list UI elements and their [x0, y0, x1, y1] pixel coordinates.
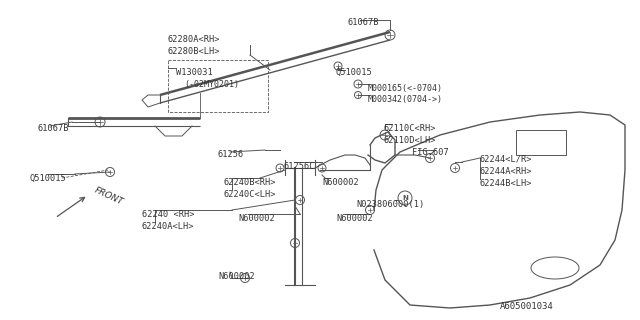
Text: 62244B<LH>: 62244B<LH> [480, 179, 532, 188]
Text: Q510015: Q510015 [30, 174, 67, 183]
Text: FIG.607: FIG.607 [412, 148, 449, 157]
Text: N600002: N600002 [322, 178, 359, 187]
Text: 62240B<RH>: 62240B<RH> [224, 178, 276, 187]
Text: 62244A<RH>: 62244A<RH> [480, 167, 532, 176]
Text: N: N [402, 195, 408, 201]
Text: 62240 <RH>: 62240 <RH> [142, 210, 195, 219]
Text: M000165(<-0704): M000165(<-0704) [368, 84, 443, 93]
Text: W130031: W130031 [176, 68, 212, 77]
Text: N600002: N600002 [218, 272, 255, 281]
Text: 62240A<LH>: 62240A<LH> [142, 222, 195, 231]
Text: FRONT: FRONT [93, 185, 125, 207]
Text: 61067B: 61067B [38, 124, 70, 133]
Text: N600002: N600002 [336, 214, 372, 223]
Text: 62280A<RH>: 62280A<RH> [168, 35, 221, 44]
Text: 62240C<LH>: 62240C<LH> [224, 190, 276, 199]
Text: M000342(0704->): M000342(0704->) [368, 95, 443, 104]
Text: 61067B: 61067B [348, 18, 380, 27]
Text: 62110C<RH>: 62110C<RH> [384, 124, 436, 133]
Text: 61256: 61256 [218, 150, 244, 159]
Text: N023806000(1): N023806000(1) [356, 200, 424, 209]
Text: 62110D<LH>: 62110D<LH> [384, 136, 436, 145]
Text: N600002: N600002 [238, 214, 275, 223]
Circle shape [398, 191, 412, 205]
Text: 62280B<LH>: 62280B<LH> [168, 47, 221, 56]
Text: 61256C: 61256C [284, 162, 316, 171]
Text: Q510015: Q510015 [336, 68, 372, 77]
Text: (-02MY0201): (-02MY0201) [184, 80, 239, 89]
Text: 62244<L/R>: 62244<L/R> [480, 155, 532, 164]
Text: A605001034: A605001034 [500, 302, 554, 311]
